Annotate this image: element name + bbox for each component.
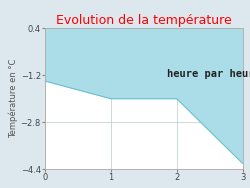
- Text: heure par heure: heure par heure: [167, 69, 250, 79]
- Y-axis label: Température en °C: Température en °C: [8, 59, 18, 138]
- Title: Evolution de la température: Evolution de la température: [56, 14, 232, 27]
